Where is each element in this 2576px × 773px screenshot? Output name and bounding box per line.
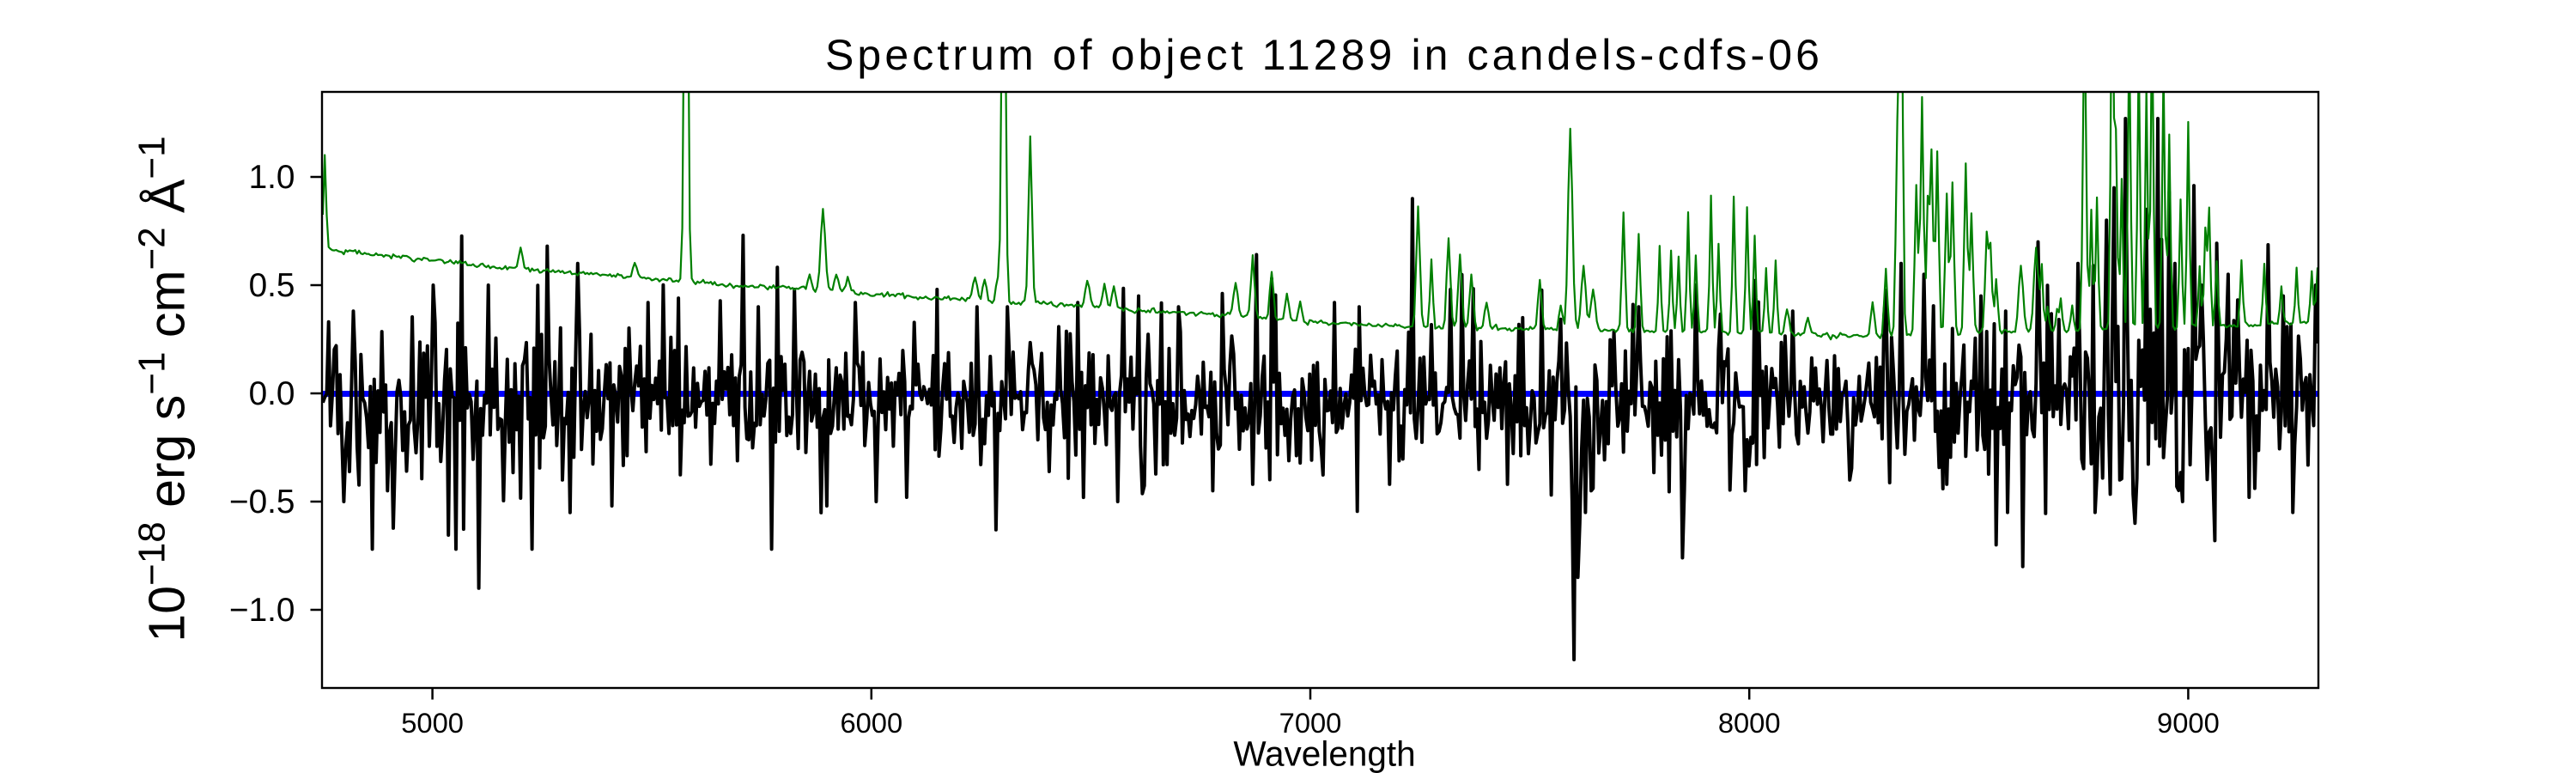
svg-text:5000: 5000	[401, 707, 464, 739]
svg-text:1.0: 1.0	[249, 159, 295, 196]
svg-text:8000: 8000	[1718, 707, 1781, 739]
svg-text:7000: 7000	[1279, 707, 1342, 739]
svg-text:6000: 6000	[840, 707, 902, 739]
svg-text:−0.5: −0.5	[229, 484, 295, 520]
svg-text:9000: 9000	[2157, 707, 2220, 739]
svg-text:0.0: 0.0	[249, 375, 295, 412]
svg-text:0.5: 0.5	[249, 267, 295, 304]
svg-text:Spectrum of object 11289 in ca: Spectrum of object 11289 in candels-cdfs…	[825, 31, 1823, 79]
svg-text:−1.0: −1.0	[229, 592, 295, 629]
svg-text:Wavelength: Wavelength	[1233, 734, 1415, 773]
